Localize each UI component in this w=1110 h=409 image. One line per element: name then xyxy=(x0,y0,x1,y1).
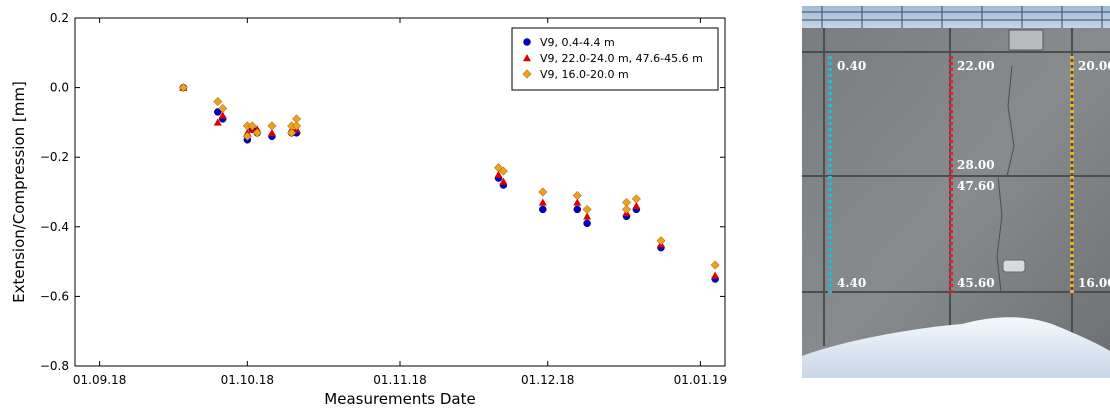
data-markers xyxy=(178,83,720,283)
triangle-point xyxy=(711,271,720,279)
series-diamond xyxy=(178,83,720,270)
diamond-point xyxy=(252,128,262,138)
diamond-point xyxy=(621,204,632,214)
x-tick-label: 01.10.18 xyxy=(221,373,274,387)
y-tick-label: −0.6 xyxy=(40,289,69,303)
wall-fixture xyxy=(1002,259,1026,273)
legend-label: V9, 16.0-20.0 m xyxy=(540,68,629,81)
diamond-point xyxy=(498,166,508,176)
concrete-wall xyxy=(802,28,1110,378)
label-4-40: 4.40 xyxy=(837,276,866,290)
legend-item: V9, 16.0-20.0 m xyxy=(522,68,629,81)
circle-point xyxy=(583,219,591,228)
label-20-00: 20.00 xyxy=(1078,59,1110,73)
triangle-point xyxy=(538,198,547,206)
diamond-point xyxy=(656,236,666,246)
diamond-point xyxy=(710,260,720,270)
triangle-point xyxy=(499,177,508,185)
legend-item: V9, 0.4-4.4 m xyxy=(523,36,615,49)
diamond-point xyxy=(631,194,641,204)
diamond-point xyxy=(287,128,297,138)
label-45-60: 45.60 xyxy=(957,276,995,290)
diamond-point xyxy=(267,121,277,131)
label-22-00: 22.00 xyxy=(957,59,995,73)
series-triangle xyxy=(179,83,720,279)
axis-ticks: 01.09.18 01.10.18 01.11.18 01.12.18 01.01.19… xyxy=(40,11,727,387)
y-tick-label: 0.0 xyxy=(50,81,69,95)
label-16-00: 16.00 xyxy=(1078,276,1110,290)
sky xyxy=(802,6,1110,30)
x-tick-label: 01.01.19 xyxy=(674,373,727,387)
diamond-point xyxy=(218,103,228,114)
y-axis-label: Extension/Compression [mm] xyxy=(10,81,28,303)
diamond-point xyxy=(178,83,188,93)
x-tick-label: 01.12.18 xyxy=(521,373,574,387)
y-tick-label: −0.4 xyxy=(40,220,69,234)
diamond-point xyxy=(582,204,592,214)
y-tick-label: −0.8 xyxy=(40,359,69,373)
x-tick-label: 01.09.18 xyxy=(73,373,126,387)
diamond-point xyxy=(247,121,257,131)
legend-marker-triangle xyxy=(523,54,531,62)
x-tick-label: 01.11.18 xyxy=(373,373,426,387)
triangle-point xyxy=(573,198,582,206)
y-tick-label: −0.2 xyxy=(40,150,69,164)
legend-marker-circle xyxy=(523,38,531,46)
diamond-point xyxy=(213,96,223,107)
circle-point xyxy=(214,108,222,116)
chart: 01.09.18 01.10.18 01.11.18 01.12.18 01.01.19… xyxy=(10,11,727,408)
snow-pile xyxy=(802,317,1110,378)
y-tick-label: 0.2 xyxy=(50,11,69,25)
wall-box xyxy=(1008,29,1044,51)
diamond-point xyxy=(242,131,252,141)
x-axis-label: Measurements Date xyxy=(324,390,475,408)
scaffold-railing xyxy=(802,6,1110,30)
diamond-point xyxy=(538,187,548,197)
triangle-point xyxy=(213,118,222,126)
series-circle xyxy=(179,83,719,283)
legend-frame xyxy=(511,27,719,91)
label-28-00: 28.00 xyxy=(957,158,995,172)
diamond-point xyxy=(572,190,582,201)
legend: V9, 0.4-4.4 m V9, 22.0-24.0 m, 47.6-45.6 … xyxy=(511,27,719,91)
legend-label: V9, 0.4-4.4 m xyxy=(540,36,615,49)
legend-item: V9, 22.0-24.0 m, 47.6-45.6 m xyxy=(523,52,703,65)
label-47-60: 47.60 xyxy=(957,179,995,193)
triangle-point xyxy=(494,170,503,178)
circle-point xyxy=(539,205,547,214)
label-0-40: 0.40 xyxy=(837,59,866,73)
wall-photo-drawing: 0.40 4.40 22.00 28.00 47.60 45.60 20.00 … xyxy=(802,6,1110,378)
triangle-point xyxy=(267,128,276,137)
wall-photo: 0.40 4.40 22.00 28.00 47.60 45.60 20.00 … xyxy=(802,6,1110,378)
triangle-point xyxy=(632,201,641,210)
legend-label: V9, 22.0-24.0 m, 47.6-45.6 m xyxy=(540,52,703,65)
circle-point xyxy=(573,205,582,214)
triangle-point xyxy=(218,111,227,119)
diamond-point xyxy=(292,121,302,131)
legend-marker-diamond xyxy=(522,69,532,79)
triangle-point xyxy=(583,212,592,220)
